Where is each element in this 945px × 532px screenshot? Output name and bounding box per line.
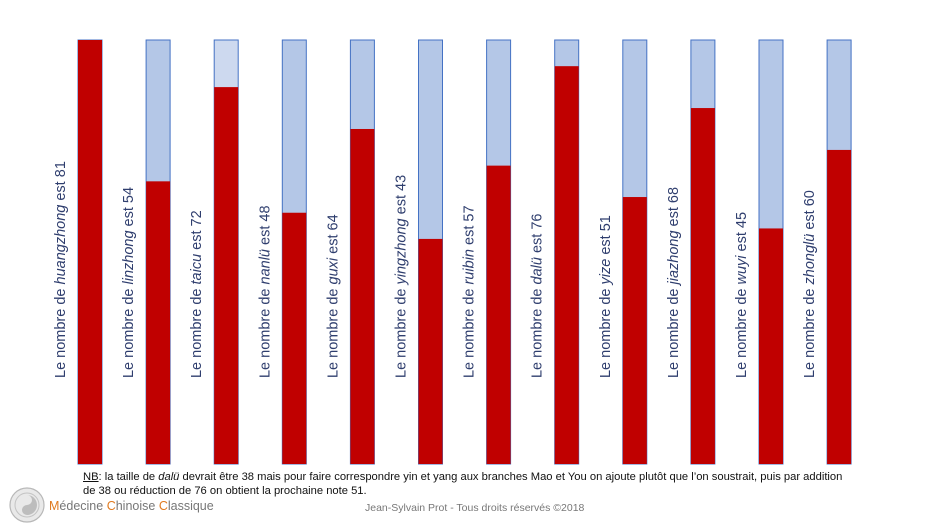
footnote-nb: NB [83, 471, 99, 483]
logo-icon [9, 487, 45, 523]
brand-initial-3: C [158, 499, 168, 513]
bar-value-taicu [214, 87, 239, 464]
bar-value-jiazhong [690, 108, 715, 465]
bar-value-linzhong [146, 181, 171, 465]
chart-area: Le nombre de huangzhong est 81 Le nombre … [53, 39, 852, 465]
bar-value-dalü [554, 66, 579, 464]
footnote-italic: dalü [158, 471, 180, 483]
brand-word-3: lassique [167, 499, 214, 513]
footnote: NB: la taille de dalü devrait être 38 ma… [83, 470, 843, 498]
bar-label-taicu: Le nombre de taicu est 72 [189, 210, 205, 378]
bar-value-ruibin [486, 165, 511, 464]
bar-label-huangzhong: Le nombre de huangzhong est 81 [53, 161, 69, 378]
bar-value-guxi [350, 128, 375, 464]
bar-value-yingzhong [418, 238, 443, 464]
bar-value-huangzhong [78, 40, 102, 464]
bar-label-zhonglü: Le nombre de zhonglü est 60 [802, 190, 818, 378]
bar-value-wuyi [759, 228, 783, 464]
footnote-text-1: : la taille de [98, 471, 159, 483]
copyright: Jean-Sylvain Prot - Tous droits réservés… [365, 502, 585, 514]
bar-label-nanlü: Le nombre de nanlü est 48 [257, 205, 273, 378]
bar-value-zhonglü [827, 149, 852, 465]
bar-label-dalü: Le nombre de dalü est 76 [530, 214, 546, 378]
bar-label-guxi: Le nombre de guxi est 64 [325, 214, 341, 378]
brand-initial-1: M [49, 499, 60, 513]
brand-name: Médecine Chinoise Classique [49, 499, 214, 513]
bar-label-ruibin: Le nombre de ruibin est 57 [462, 205, 478, 378]
bar-label-jiazhong: Le nombre de jiazhong est 68 [666, 187, 682, 378]
brand-initial-2: C [106, 499, 116, 513]
bar-label-wuyi: Le nombre de wuyi est 45 [734, 212, 750, 378]
bar-label-yingzhong: Le nombre de yingzhong est 43 [394, 175, 410, 378]
bar-label-linzhong: Le nombre de linzhong est 54 [121, 187, 137, 378]
bar-value-yize [622, 197, 647, 464]
footnote-text-2: devrait être 38 mais pour faire correspo… [83, 471, 843, 497]
brand-word-1: édecine [59, 499, 107, 513]
bar-value-nanlü [282, 212, 307, 464]
brand-word-2: hinoise [115, 499, 159, 513]
bar-label-yize: Le nombre de yize est 51 [598, 215, 614, 378]
